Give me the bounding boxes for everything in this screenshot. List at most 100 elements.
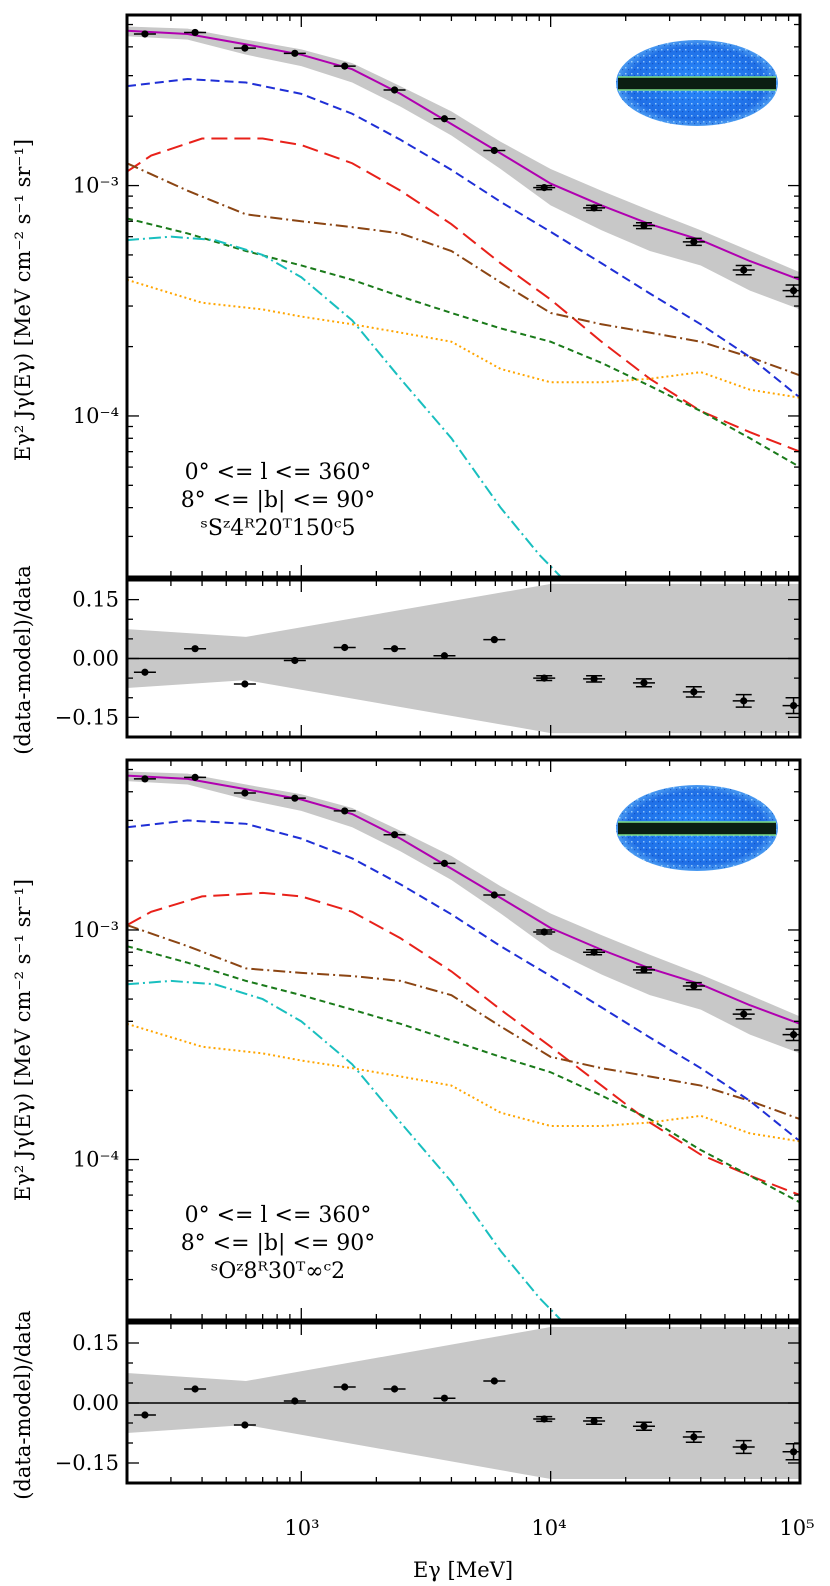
data-marker [241,44,249,52]
data-marker [291,656,299,665]
data-marker [141,1411,149,1419]
data-point [732,693,755,708]
series-line-sources [127,979,562,1320]
region-annotation: ˢOᶻ8ᴿ30ᵀ∞ᶜ2 [211,1259,345,1284]
uncertainty-band [127,26,800,310]
data-marker [740,1443,748,1451]
data-marker [690,688,698,696]
data-point [433,652,456,660]
data-marker [341,62,349,70]
data-point [333,643,356,652]
data-marker [291,1397,299,1405]
data-marker [490,636,498,644]
data-marker [141,668,149,676]
data-point [133,775,156,783]
data-marker [141,30,149,38]
data-point [383,1385,406,1393]
data-point [433,115,456,123]
uncertainty-band [127,771,800,1054]
x-tick-label-1e5: 10⁵ [779,1516,814,1540]
data-marker [440,115,449,123]
data-marker [640,1422,648,1430]
data-marker [341,1383,349,1391]
data-marker [191,773,199,781]
y-tick-label: 0.15 [72,1331,119,1355]
y-tick-label: 10⁻³ [73,918,119,942]
data-point [383,86,406,94]
data-marker [789,1031,798,1039]
series-line-total [127,774,800,1025]
axes-frame [125,758,802,1322]
data-point [433,1394,456,1402]
sky-map-inset [616,40,778,126]
data-point [283,794,306,802]
series-line-other [127,278,800,399]
data-point [732,1439,755,1455]
data-point [433,859,456,867]
axes-frame [125,13,802,579]
data-marker [191,1385,199,1393]
data-marker [540,674,548,682]
xlabel: Eγ [MeV] [413,1558,513,1582]
data-marker [640,222,648,230]
series-line-inverse-compton [127,891,800,1197]
plot-area [127,26,800,577]
data-point [184,1385,207,1393]
data-marker [490,1377,498,1385]
data-marker [390,1385,399,1393]
data-point [333,62,356,70]
data-point [233,680,256,688]
data-marker [789,702,798,710]
data-point [632,1421,655,1431]
series-line-sources [127,235,562,577]
data-point [133,30,156,38]
data-marker [490,146,498,155]
data-marker [440,1394,449,1402]
data-point [583,1417,606,1425]
data-marker [241,680,249,688]
plot-area [127,1327,800,1479]
region-annotation: 0° <= l <= 360° [185,1203,372,1228]
data-point [383,831,406,839]
data-marker [590,675,598,683]
data-point [732,1008,755,1020]
data-point [133,668,156,676]
data-point [233,789,256,797]
data-point [333,807,356,815]
data-marker [440,652,449,660]
data-marker [740,266,748,274]
data-marker [640,966,648,974]
data-marker [590,204,598,212]
sky-map-plane-mask [618,822,776,835]
data-point [632,966,655,974]
y-tick-label: −0.15 [55,1451,119,1475]
data-point [483,146,506,155]
region-annotation: 0° <= l <= 360° [185,460,372,485]
data-marker [191,28,199,37]
data-point [333,1383,356,1391]
residual-panel-top: 0.15 0.00 −0.15 [55,578,802,739]
data-point [283,1397,306,1405]
data-marker [690,1433,698,1441]
data-point [233,1421,256,1429]
data-point [233,44,256,52]
data-point [133,1411,156,1419]
data-marker [341,807,349,815]
data-point [533,928,556,936]
x-tick-label-1e4: 10⁴ [531,1516,566,1540]
data-marker [590,1417,598,1425]
series-line-inverse-compton [127,137,800,453]
spectrum-panel-top: 10⁻³ 10⁻⁴ 0° <= l <= 360° 8° <= |b| <= 90° ˢ… [73,13,802,579]
y-tick-label: 10⁻³ [73,174,119,198]
data-marker [740,1010,748,1018]
ylabel-spectrum-top: Eγ² Jγ(Eγ) [MeV cm⁻² s⁻¹ sr⁻¹] [11,139,35,461]
y-tick-label: 10⁻⁴ [73,404,119,428]
region-annotation: 8° <= |b| <= 90° [181,1231,376,1256]
series-line-bremsstrahlung [127,217,800,468]
y-tick-label: 0.00 [72,1391,119,1415]
x-tick-label-1e3: 10³ [284,1516,319,1540]
data-point [732,264,755,276]
data-point [533,1415,556,1423]
data-marker [241,1421,249,1429]
data-marker [590,948,598,956]
